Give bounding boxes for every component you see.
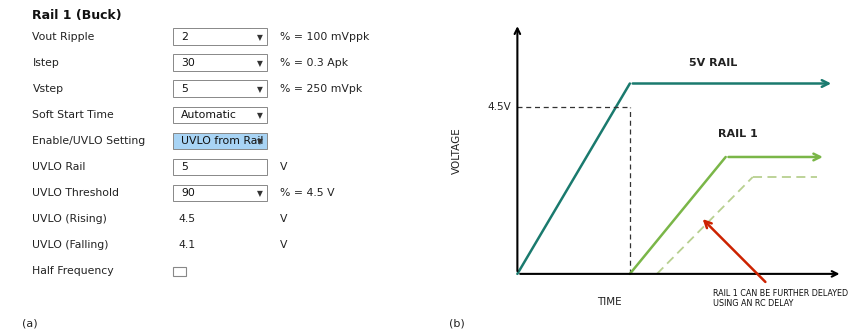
Text: 5: 5 [181,162,188,172]
Text: 90: 90 [181,188,195,198]
Bar [174,54,266,71]
Text: 4.5: 4.5 [179,214,196,224]
Text: UVLO (Rising): UVLO (Rising) [33,214,107,224]
Text: ▼: ▼ [257,189,263,198]
Text: ▼: ▼ [257,137,263,146]
Text: V: V [280,240,287,250]
Text: ▼: ▼ [257,59,263,68]
Text: 4.1: 4.1 [179,240,196,250]
Text: Enable/UVLO Setting: Enable/UVLO Setting [33,136,146,146]
Text: UVLO (Falling): UVLO (Falling) [33,240,109,250]
Text: 5: 5 [181,84,188,94]
Text: VOLTAGE: VOLTAGE [452,127,462,174]
Bar [174,28,266,45]
Text: 4.5V: 4.5V [487,102,511,112]
Text: ▼: ▼ [257,33,263,42]
Text: RAIL 1: RAIL 1 [718,129,758,139]
Text: Istep: Istep [33,58,59,68]
Text: % = 250 mVpk: % = 250 mVpk [280,84,362,94]
Bar [174,80,266,97]
Text: TIME: TIME [597,297,621,307]
Bar [174,107,266,123]
Text: ▼: ▼ [257,85,263,94]
Text: V: V [280,162,287,172]
Bar [174,185,266,201]
Text: (b): (b) [448,319,465,329]
Text: % = 100 mVppk: % = 100 mVppk [280,32,369,42]
Text: 30: 30 [181,58,195,68]
Text: 5V RAIL: 5V RAIL [689,58,737,68]
Bar [174,267,186,276]
Bar [174,133,266,149]
Text: UVLO Threshold: UVLO Threshold [33,188,119,198]
Text: V: V [280,214,287,224]
Text: UVLO Rail: UVLO Rail [33,162,86,172]
Text: ▼: ▼ [257,111,263,120]
Text: Automatic: Automatic [181,110,237,120]
Text: 2: 2 [181,32,188,42]
Text: % = 0.3 Apk: % = 0.3 Apk [280,58,348,68]
Text: Vout Ripple: Vout Ripple [33,32,94,42]
Text: RAIL 1 CAN BE FURTHER DELAYED
USING AN RC DELAY: RAIL 1 CAN BE FURTHER DELAYED USING AN R… [713,289,849,308]
Text: (a): (a) [21,319,37,329]
Text: Half Frequency: Half Frequency [33,266,114,276]
Text: % = 4.5 V: % = 4.5 V [280,188,334,198]
Bar [174,159,266,175]
Text: Soft Start Time: Soft Start Time [33,110,114,120]
Text: UVLO from Rail: UVLO from Rail [181,136,264,146]
Text: Vstep: Vstep [33,84,64,94]
Text: Rail 1 (Buck): Rail 1 (Buck) [33,9,122,22]
